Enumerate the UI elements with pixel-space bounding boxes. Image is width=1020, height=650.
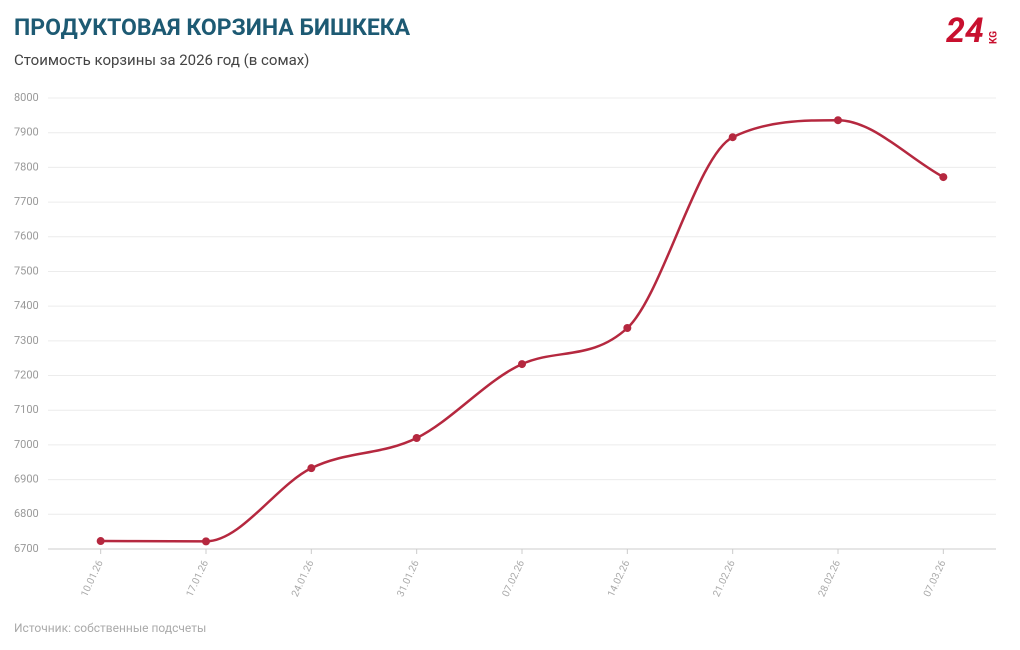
point [412,433,421,442]
point [96,537,105,546]
y-tick-label: 7800 [14,160,39,173]
x-tick-label: 10.01.26 [79,558,106,598]
chart-title: ПРОДУКТОВАЯ КОРЗИНА БИШКЕКА [14,14,411,41]
point [202,537,210,546]
x-tick-label: 07.02.26 [501,558,528,598]
x-tick-label: 07.03.26 [922,558,949,598]
y-tick-label: 6800 [14,507,39,520]
point [623,324,632,333]
x-tick-label: 24.01.26 [290,558,317,598]
y-tick-label: 6900 [14,473,39,486]
x-tick-label: 21.02.26 [711,558,738,598]
point [728,133,737,142]
y-tick-label: 7000 [14,438,39,451]
point [307,464,316,473]
y-tick-label: 8000 [14,91,39,104]
y-tick-label: 7600 [14,230,39,243]
chart-subtitle: Стоимость корзины за 2026 год (в сомах) [14,51,309,69]
point [518,360,526,369]
x-tick-label: 14.02.26 [606,558,633,598]
y-tick-label: 7400 [14,299,39,312]
x-tick-label: 28.02.26 [817,558,844,598]
line [100,118,944,543]
y-tick-label: 7300 [14,334,39,347]
logo-suffix: KG [989,31,1000,44]
y-tick-label: 7100 [14,403,39,416]
x-tick-label: 17.01.26 [185,558,212,598]
logo: 24 [946,11,984,51]
source: Источник: собственные подсчеты [14,621,206,635]
point [834,116,842,125]
y-tick-label: 7200 [14,368,39,381]
y-tick-label: 7900 [14,126,39,139]
y-tick-label: 7700 [14,195,39,208]
x-tick-label: 31.01.26 [395,558,422,598]
y-tick-label: 7500 [14,264,39,277]
y-tick-label: 6700 [14,542,39,555]
point [939,173,948,182]
